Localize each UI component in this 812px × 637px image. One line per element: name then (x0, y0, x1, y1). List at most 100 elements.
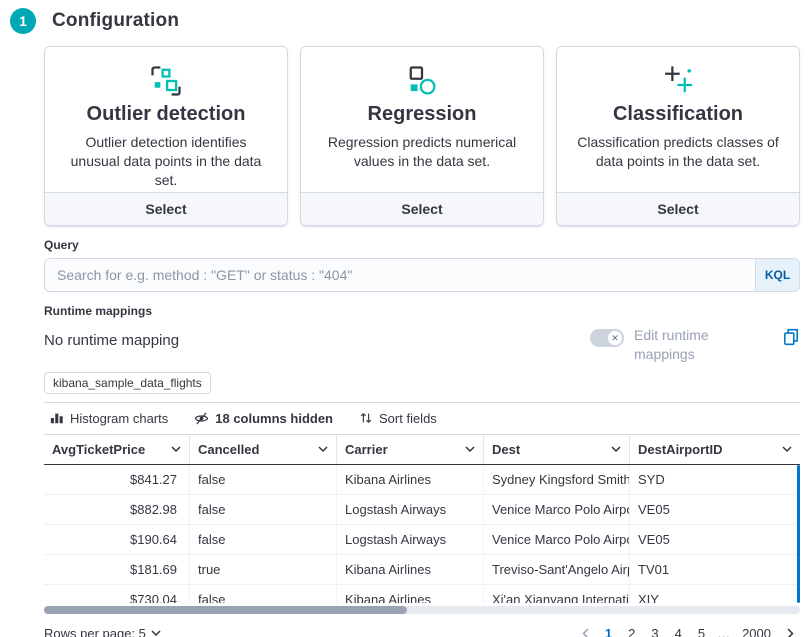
card-outlier-detection: Outlier detection Outlier detection iden… (44, 46, 288, 226)
table-row: $181.69 true Kibana Airlines Treviso-San… (44, 554, 800, 585)
column-header-dest[interactable]: Dest (484, 434, 630, 464)
query-label: Query (44, 238, 79, 252)
regression-icon (404, 63, 440, 99)
card-title: Classification (612, 103, 744, 125)
table-row: $882.98 false Logstash Airways Venice Ma… (44, 494, 800, 525)
index-name-badge: kibana_sample_data_flights (44, 371, 211, 394)
edit-runtime-toggle[interactable]: ✕ (590, 329, 624, 347)
search-input[interactable] (45, 259, 755, 291)
scrollbar-thumb[interactable] (44, 605, 407, 614)
page-button-1[interactable]: 1 (599, 623, 618, 637)
column-header-destairportid[interactable]: DestAirportID (630, 434, 800, 464)
table-row: $190.64 false Logstash Airways Venice Ma… (44, 524, 800, 555)
cell-dest: Venice Marco Polo Airport (484, 494, 630, 524)
chevron-down-icon (318, 446, 328, 453)
card-description: Regression predicts numerical values in … (327, 134, 517, 169)
chevron-down-icon (611, 446, 621, 453)
runtime-mappings-label: Runtime mappings (44, 304, 153, 318)
table-row: $841.27 false Kibana Airlines Sydney Kin… (44, 464, 800, 495)
cell-cancelled: false (190, 584, 337, 603)
card-regression: Regression Regression predicts numerical… (300, 46, 544, 226)
column-label: Carrier (345, 441, 388, 457)
cell-destairportid: XIY (638, 591, 659, 603)
select-regression-button[interactable]: Select (301, 192, 543, 225)
cell-dest: Sydney Kingsford Smith I... (484, 464, 630, 494)
job-type-cards: Outlier detection Outlier detection iden… (44, 46, 800, 226)
configuration-panel: Outlier detection Outlier detection iden… (0, 34, 812, 637)
previous-page-button[interactable] (576, 625, 595, 637)
next-page-button[interactable] (781, 625, 800, 637)
data-grid: Histogram charts 18 columns hidden (44, 401, 800, 614)
runtime-mappings-row: No runtime mapping ✕ Edit runtime mappin… (44, 326, 800, 364)
chevron-down-icon (171, 446, 181, 453)
card-classification: Classification Classification predicts c… (556, 46, 800, 226)
cell-dest: Venice Marco Polo Airport (484, 524, 630, 554)
sort-fields-label: Sort fields (379, 410, 437, 426)
page-button-last[interactable]: 2000 (736, 623, 777, 637)
page-button-2[interactable]: 2 (622, 623, 641, 637)
pagination-ellipsis: … (717, 625, 731, 637)
histogram-icon (50, 411, 64, 425)
card-description: Classification predicts classes of data … (577, 134, 779, 169)
cell-carrier: Kibana Airlines (337, 464, 484, 494)
cell-avgticketprice: $730.04 (44, 584, 190, 603)
cell-cancelled: true (190, 554, 337, 584)
pagination: 1 2 3 4 5 … 2000 (576, 623, 800, 637)
classification-icon (660, 63, 696, 99)
cell-cancelled: false (190, 494, 337, 524)
page-button-4[interactable]: 4 (669, 623, 688, 637)
page-button-3[interactable]: 3 (645, 623, 664, 637)
column-label: AvgTicketPrice (52, 441, 146, 457)
eye-slash-icon (194, 411, 209, 426)
column-header-cancelled[interactable]: Cancelled (190, 434, 337, 464)
chevron-down-icon (465, 446, 475, 453)
sort-fields-button[interactable]: Sort fields (359, 411, 437, 426)
grid-footer: Rows per page: 5 1 2 3 4 5 … 2000 (44, 623, 800, 637)
kql-button[interactable]: KQL (755, 259, 799, 291)
horizontal-scrollbar (44, 605, 800, 614)
chevron-down-icon (151, 630, 161, 637)
select-outlier-detection-button[interactable]: Select (45, 192, 287, 225)
cell-dest: Treviso-Sant'Angelo Airp... (484, 554, 630, 584)
table-row: $730.04 false Kibana Airlines Xi'an Xian… (44, 584, 800, 603)
cell-avgticketprice: $181.69 (44, 554, 190, 584)
grid-header-row: AvgTicketPrice Cancelled Carrier Dest De… (44, 433, 800, 465)
cell-cancelled: false (190, 464, 337, 494)
outlier-detection-icon (148, 63, 184, 99)
column-header-carrier[interactable]: Carrier (337, 434, 484, 464)
select-classification-button[interactable]: Select (557, 192, 799, 225)
page-title: Configuration (52, 10, 180, 31)
column-label: Cancelled (198, 441, 260, 457)
column-header-avgticketprice[interactable]: AvgTicketPrice (44, 434, 190, 464)
runtime-empty-text: No runtime mapping (44, 332, 180, 349)
histogram-charts-label: Histogram charts (70, 410, 169, 426)
columns-hidden-button[interactable]: 18 columns hidden (194, 411, 333, 426)
runtime-edit-group: ✕ Edit runtime mappings (590, 326, 800, 364)
column-label: DestAirportID (638, 441, 723, 457)
chevron-down-icon (782, 446, 792, 453)
edit-runtime-label: Edit runtime mappings (634, 327, 709, 362)
rows-per-page-button[interactable]: Rows per page: 5 (44, 626, 161, 637)
cell-carrier: Kibana Airlines (337, 554, 484, 584)
cell-avgticketprice: $882.98 (44, 494, 190, 524)
step-header: 1 Configuration (0, 0, 812, 34)
cell-destairportid: VE05 (638, 501, 670, 517)
grid-body: $841.27 false Kibana Airlines Sydney Kin… (44, 464, 800, 603)
copy-icon[interactable] (782, 326, 800, 346)
chevron-left-icon (582, 628, 589, 637)
cell-cancelled: false (190, 524, 337, 554)
cell-avgticketprice: $190.64 (44, 524, 190, 554)
cell-destairportid: SYD (638, 471, 665, 487)
page-button-5[interactable]: 5 (692, 623, 711, 637)
toggle-cross-icon: ✕ (608, 331, 622, 345)
step-number-badge: 1 (10, 8, 36, 34)
grid-toolbar: Histogram charts 18 columns hidden (44, 403, 800, 434)
chevron-right-icon (787, 628, 794, 637)
query-bar: KQL (44, 258, 800, 292)
histogram-charts-button[interactable]: Histogram charts (50, 411, 168, 426)
card-description: Outlier detection identifies unusual dat… (70, 134, 262, 188)
cell-destairportid: VE05 (638, 531, 670, 547)
cell-carrier: Logstash Airways (337, 494, 484, 524)
card-title: Regression (367, 103, 477, 125)
cell-carrier: Kibana Airlines (337, 584, 484, 603)
